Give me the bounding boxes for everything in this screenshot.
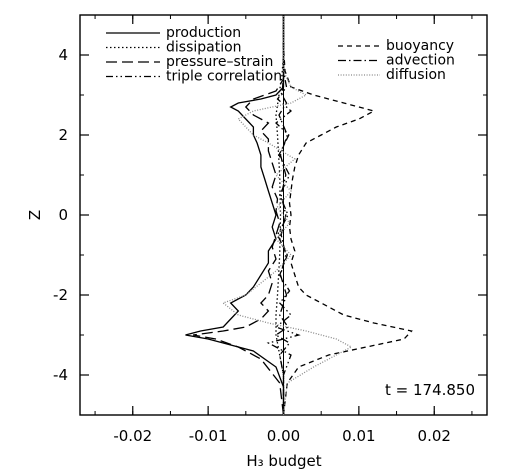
x-tick-label: 0.01 — [342, 427, 375, 445]
series-line-pressure-strain — [192, 15, 285, 416]
series-line-dissipation — [275, 15, 285, 415]
legend-label: advection — [386, 53, 455, 69]
series-line-triple-correlation — [266, 15, 301, 415]
time-annotation: t = 174.850 — [385, 381, 475, 399]
y-tick-label: 2 — [58, 126, 68, 144]
ticks-layer: -0.02 -0.01 0.00 0.01 0.02 -4 -2 0 2 4 — [53, 14, 487, 445]
x-axis-label: H₃ budget — [246, 452, 321, 470]
y-tick-label: -4 — [53, 366, 68, 384]
y-tick-label: -2 — [53, 286, 68, 304]
series-line-production — [185, 15, 285, 415]
series-layer — [185, 15, 413, 416]
series-line-advection — [274, 15, 291, 415]
legend-label: diffusion — [386, 67, 446, 83]
y-tick-label: 0 — [58, 206, 68, 224]
legend-label: dissipation — [166, 40, 242, 56]
series-line-diffusion — [221, 15, 353, 416]
x-tick-label: -0.02 — [113, 427, 152, 445]
y-axis-label: Z — [26, 210, 44, 220]
x-tick-label: -0.01 — [189, 427, 228, 445]
legend: productiondissipationpressure–straintrip… — [106, 25, 455, 85]
legend-label: production — [166, 25, 241, 41]
y-tick-label: 4 — [58, 46, 68, 64]
legend-label: triple correlation — [166, 69, 282, 85]
legend-label: pressure–strain — [166, 54, 273, 70]
x-tick-label: 0.00 — [267, 427, 300, 445]
x-tick-label: 0.02 — [418, 427, 451, 445]
series-line-buoyancy — [282, 15, 413, 416]
legend-label: buoyancy — [386, 38, 454, 54]
